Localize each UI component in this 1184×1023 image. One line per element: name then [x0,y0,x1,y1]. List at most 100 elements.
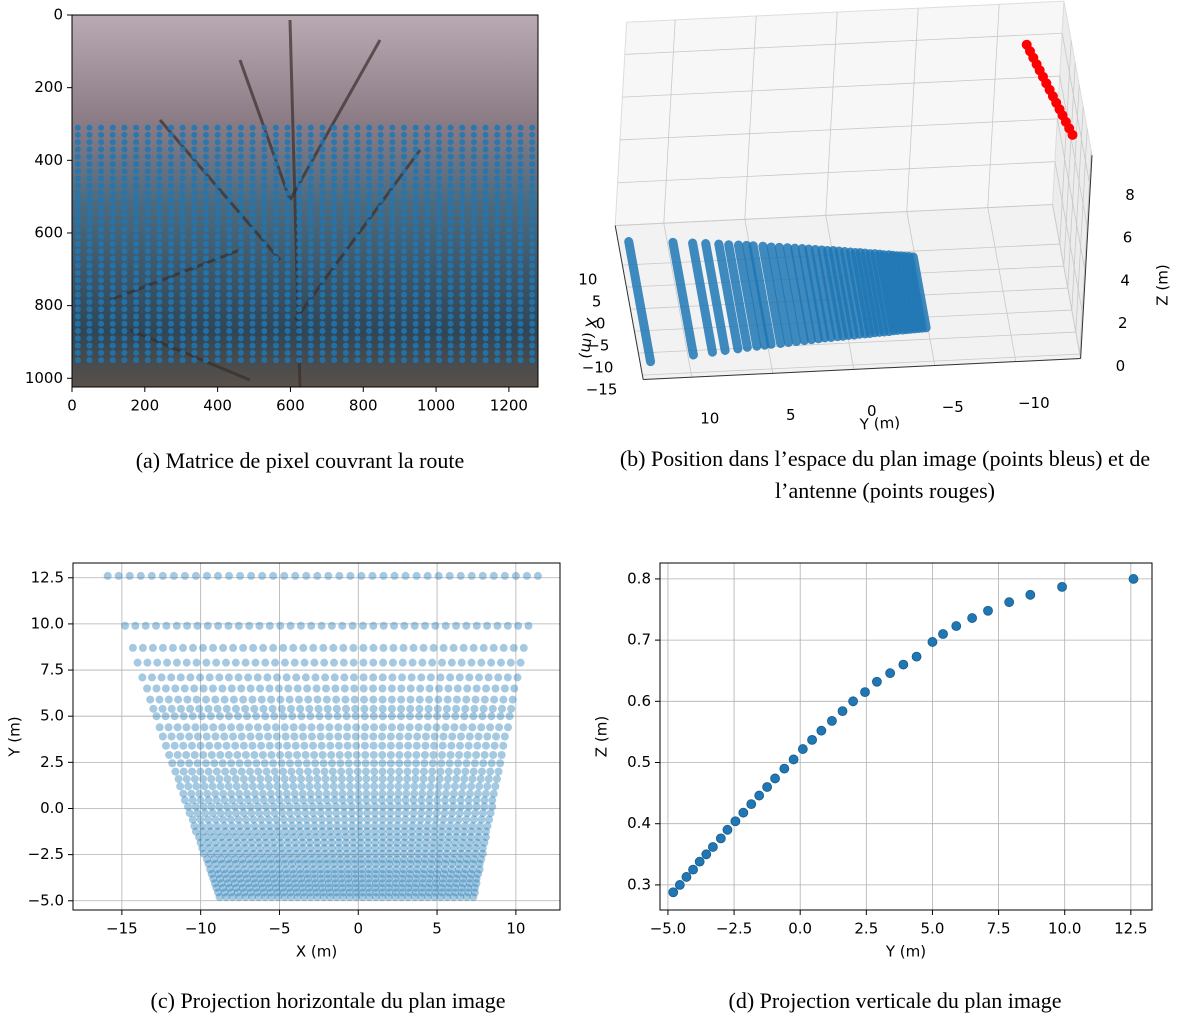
pixel-point [412,153,419,160]
y-tick-label: 0.4 [627,814,651,832]
pixel-point [98,226,105,233]
point [152,621,161,630]
point [445,874,454,883]
point [289,723,298,732]
pixel-point [459,357,466,364]
point [317,815,326,824]
point [492,732,501,741]
pixel-point [168,240,175,247]
point [416,684,425,693]
pixel-point [529,248,536,255]
y-tick-label: 12.5 [31,568,64,586]
pixel-point [319,175,326,182]
pixel-point [307,211,314,218]
pixel-point [202,204,209,211]
point [319,759,328,768]
point [335,750,344,759]
point [227,723,236,732]
pixel-point [331,255,338,262]
x-tick-label: 600 [276,397,305,415]
point [314,704,323,713]
point [305,838,314,847]
point [395,750,404,759]
point [370,767,379,776]
point [379,643,388,652]
pixel-point [202,182,209,189]
point [193,621,202,630]
pixel-point [284,335,291,342]
point [505,712,514,721]
point [460,822,469,831]
pixel-point [214,320,221,327]
pixel-point [261,284,268,291]
pixel-point [435,175,442,182]
pixel-point [377,175,384,182]
point [406,704,415,713]
pixel-point [249,248,256,255]
pixel-point [191,320,198,327]
pixel-point [249,262,256,269]
point [326,893,335,902]
point [303,827,312,836]
point [301,673,310,682]
pixel-point [98,306,105,313]
point [172,658,181,667]
pixel-point [156,160,163,167]
point [497,704,506,713]
point [212,883,221,892]
pixel-point [202,248,209,255]
point [434,684,443,693]
point [311,673,320,682]
pixel-point [470,219,477,226]
pixel-point [435,349,442,356]
point [457,849,466,858]
point [344,883,353,892]
point [419,767,428,776]
point [450,723,459,732]
point [306,893,315,902]
pixel-point [284,190,291,197]
pixel-point [109,131,116,138]
pixel-point [331,233,338,240]
point [404,874,413,883]
point [438,822,447,831]
point [302,571,311,580]
data [103,571,542,902]
point [365,865,374,874]
point [224,855,233,864]
point [469,643,478,652]
pixel-point [494,175,501,182]
point [226,865,235,874]
point [246,833,255,842]
pixel-point [401,320,408,327]
pixel-point [435,131,442,138]
point [293,809,302,818]
point [287,767,296,776]
point [429,827,438,836]
point [262,723,271,732]
point [273,827,282,836]
point [271,849,280,858]
point [222,741,231,750]
pixel-point [307,139,314,146]
point [378,741,387,750]
pixel-point [249,233,256,240]
point [188,712,197,721]
pixel-point [366,320,373,327]
pixel-point [401,139,408,146]
pixel-point [517,313,524,320]
point [426,673,435,682]
pixel-point [168,204,175,211]
pixel-point [412,349,419,356]
pixel-point [261,190,268,197]
pixel-point [482,284,489,291]
point [192,695,201,704]
axes: −15 −10 −5 0 5 10−5.0−2.50.02.55.07.510.012.5… [6,562,561,961]
point [440,796,449,805]
pixel-point [505,219,512,226]
point [253,888,262,897]
pixel-point [307,197,314,204]
plane-row [870,249,894,337]
pixel-point [377,262,384,269]
point [816,725,827,736]
